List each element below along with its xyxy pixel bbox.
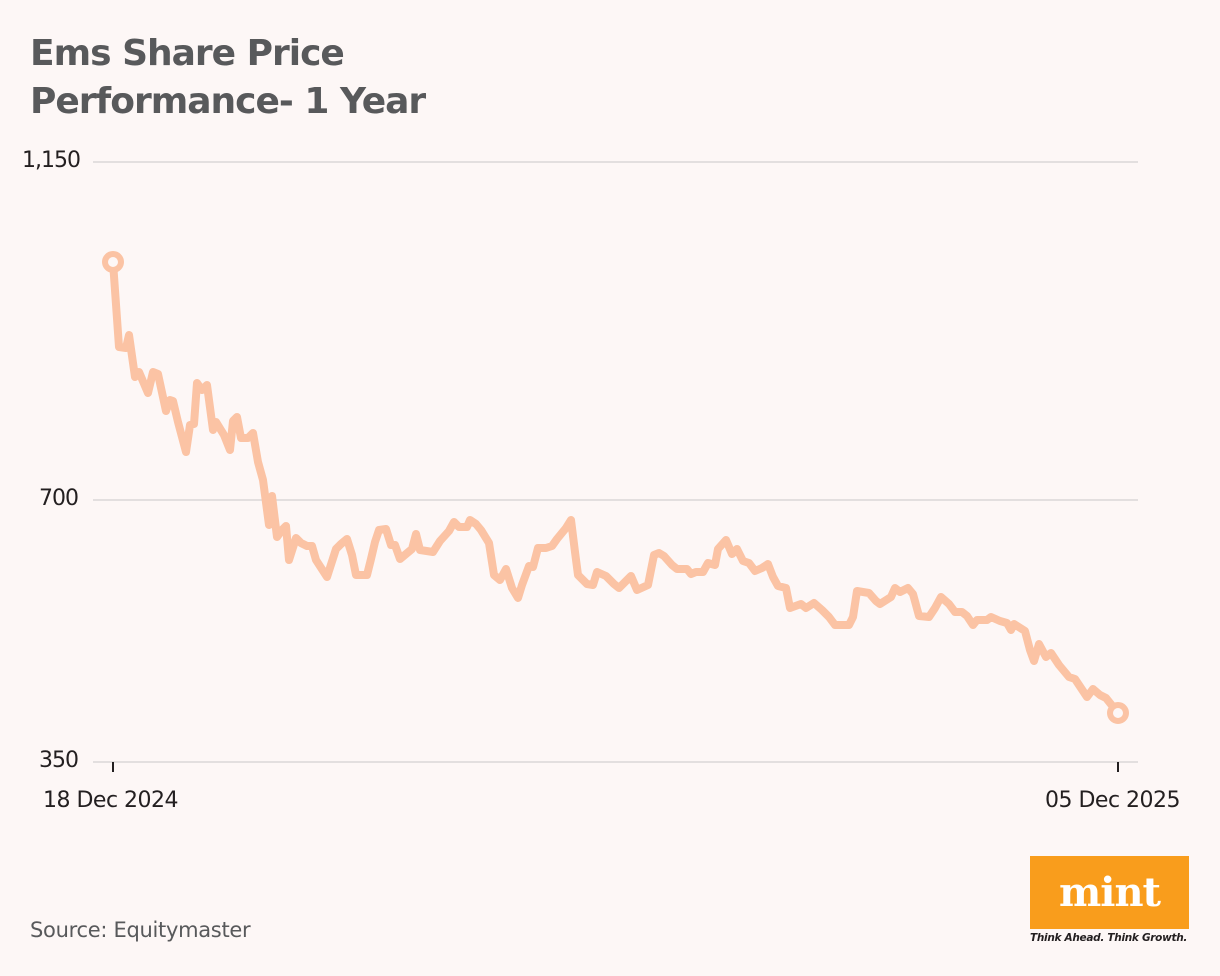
- y-tick-700: 700: [39, 486, 79, 511]
- mint-tagline: Think Ahead. Think Growth.: [1030, 932, 1188, 944]
- chart-title-line-1: Ems Share Price: [30, 33, 345, 74]
- chart-title-line-2: Performance- 1 Year: [30, 81, 426, 122]
- end-point-marker: [1107, 702, 1129, 724]
- y-tick-350: 350: [39, 748, 79, 773]
- y-tick-1150: 1,150: [22, 148, 81, 173]
- gridlines: [93, 161, 1138, 763]
- x-axis-ticks: [112, 762, 1119, 772]
- x-tick-label-start: 18 Dec 2024: [43, 788, 179, 813]
- price-line: [109, 258, 1122, 717]
- x-tick-label-end: 05 Dec 2025: [1045, 788, 1181, 813]
- mint-logo: mint: [1030, 856, 1189, 929]
- start-point-marker: [102, 251, 124, 273]
- source-note: Source: Equitymaster: [30, 918, 251, 942]
- chart-title: Ems Share Price Performance- 1 Year: [30, 30, 630, 126]
- mint-logo-wordmark: mint: [1058, 869, 1161, 916]
